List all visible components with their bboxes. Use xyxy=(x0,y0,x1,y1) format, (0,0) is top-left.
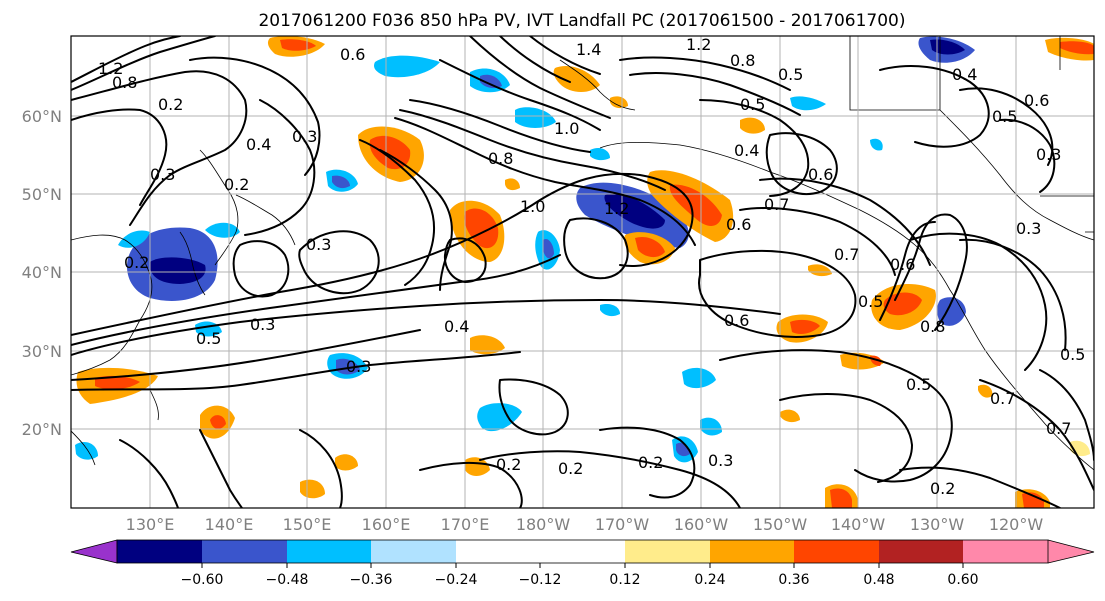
lon-tick-label: 160°W xyxy=(674,515,729,534)
contour-label: 0.7 xyxy=(1046,419,1071,438)
contour-label: 0.6 xyxy=(808,165,833,184)
colorbar-extend-low xyxy=(70,539,118,564)
map-frame xyxy=(70,35,1095,509)
colorbar-frame xyxy=(116,539,1049,564)
contour-label: 0.2 xyxy=(638,453,663,472)
contour-label: 1.0 xyxy=(554,119,579,138)
contour-label: 0.2 xyxy=(930,479,955,498)
lon-tick-label: 150°E xyxy=(283,515,332,534)
pv-shading xyxy=(75,36,1094,508)
contour-label: 0.3 xyxy=(250,315,275,334)
contour-label: 0.3 xyxy=(1036,145,1061,164)
lat-tick-label: 50°N xyxy=(22,185,62,204)
colorbar-tick-label: −0.48 xyxy=(266,572,309,588)
map-panel: 1.2 0.8 0.2 0.3 0.4 1.4 0.6 1.2 0.8 0.5 … xyxy=(71,35,1094,508)
colorbar-tick-label: 0.12 xyxy=(609,572,640,588)
colorbar-tick-label: −0.24 xyxy=(435,572,478,588)
colorbar-extend-high xyxy=(963,540,1094,563)
contour-label: 0.3 xyxy=(306,235,331,254)
colorbar-tick-label: 0.36 xyxy=(778,572,809,588)
contour-label: 0.4 xyxy=(952,65,977,84)
colorbar-segment xyxy=(625,540,710,563)
contour-label: 1.2 xyxy=(604,199,629,218)
colorbar-tick-label: 0.60 xyxy=(947,572,978,588)
contour-labels: 1.2 0.8 0.2 0.3 0.4 1.4 0.6 1.2 0.8 0.5 … xyxy=(98,35,1085,498)
lon-tick-label: 130°E xyxy=(126,515,175,534)
contour-label: 0.7 xyxy=(834,245,859,264)
contour-label: 0.4 xyxy=(246,135,271,154)
contour-label: 0.7 xyxy=(990,389,1015,408)
contour-label: 1.2 xyxy=(686,35,711,54)
contour-label: 0.2 xyxy=(224,175,249,194)
colorbar-tick-label: 0.48 xyxy=(863,572,894,588)
contour-label: 0.6 xyxy=(726,215,751,234)
contour-label: 0.2 xyxy=(158,95,183,114)
colorbar-segment xyxy=(371,540,456,563)
contour-label: 0.8 xyxy=(112,73,137,92)
contour-label: 0.5 xyxy=(992,107,1017,126)
contour-label: 0.5 xyxy=(906,375,931,394)
colorbar-segment xyxy=(456,540,625,563)
lon-tick-label: 150°W xyxy=(753,515,808,534)
lat-tick-label: 30°N xyxy=(22,342,62,361)
coastlines xyxy=(71,36,1094,471)
contour-label: 0.4 xyxy=(734,141,759,160)
colorbar-segment xyxy=(794,540,879,563)
lat-ticks: 20°N 30°N 40°N 50°N 60°N xyxy=(22,107,62,439)
colorbar-segment xyxy=(117,540,202,563)
contour-label: 0.2 xyxy=(558,459,583,478)
lat-tick-label: 60°N xyxy=(22,107,62,126)
colorbar-segment xyxy=(202,540,287,563)
contour-label: 0.2 xyxy=(124,253,149,272)
contour-label: 0.3 xyxy=(292,127,317,146)
contour-label: 0.6 xyxy=(890,255,915,274)
contour-label: 0.5 xyxy=(1060,345,1085,364)
contour-label: 0.4 xyxy=(444,317,469,336)
contour-label: 0.8 xyxy=(920,317,945,336)
contour-label: 0.5 xyxy=(778,65,803,84)
lon-tick-label: 170°E xyxy=(441,515,490,534)
contour-label: 1.2 xyxy=(98,59,123,78)
lon-tick-label: 130°W xyxy=(910,515,965,534)
lon-tick-label: 170°W xyxy=(595,515,650,534)
colorbar-segment xyxy=(287,540,371,563)
contour-label: 1.0 xyxy=(520,197,545,216)
lon-tick-label: 160°E xyxy=(362,515,411,534)
contour-label: 0.2 xyxy=(496,455,521,474)
contour-label: 0.6 xyxy=(724,311,749,330)
lon-tick-label: 140°E xyxy=(205,515,254,534)
colorbar-tick-label: −0.36 xyxy=(350,572,393,588)
contour-label: 0.5 xyxy=(858,292,883,311)
colorbar-tick-label: 0.24 xyxy=(694,572,725,588)
contour-label: 0.3 xyxy=(708,451,733,470)
contour-label: 0.3 xyxy=(150,165,175,184)
lon-tick-label: 140°W xyxy=(831,515,886,534)
contour-label: 0.3 xyxy=(346,357,371,376)
colorbar-tick-label: −0.12 xyxy=(519,572,562,588)
lat-tick-label: 40°N xyxy=(22,263,62,282)
contour-label: 0.5 xyxy=(196,329,221,348)
lat-tick-label: 20°N xyxy=(22,420,62,439)
contour-label: 0.8 xyxy=(488,149,513,168)
contour-label: 0.6 xyxy=(1024,91,1049,110)
colorbar-segment xyxy=(879,540,963,563)
lon-ticks: 130°E 140°E 150°E 160°E 170°E 180°W 170°… xyxy=(126,515,1044,534)
contour-label: 0.6 xyxy=(340,45,365,64)
pv-contours xyxy=(71,36,1094,508)
lon-tick-label: 120°W xyxy=(989,515,1044,534)
contour-label: 0.7 xyxy=(764,195,789,214)
lon-tick-label: 180°W xyxy=(516,515,571,534)
contour-label: 0.3 xyxy=(1016,219,1041,238)
figure-title: 2017061200 F036 850 hPa PV, IVT Landfall… xyxy=(258,11,905,31)
contour-label: 1.4 xyxy=(576,40,601,59)
contour-label: 0.8 xyxy=(730,51,755,70)
colorbar-segment xyxy=(710,540,794,563)
colorbar-tick-label: −0.60 xyxy=(181,572,224,588)
contour-label: 0.5 xyxy=(740,95,765,114)
colorbar: −0.60 −0.48 −0.36 −0.24 −0.12 0.12 0.24 … xyxy=(70,539,1095,588)
